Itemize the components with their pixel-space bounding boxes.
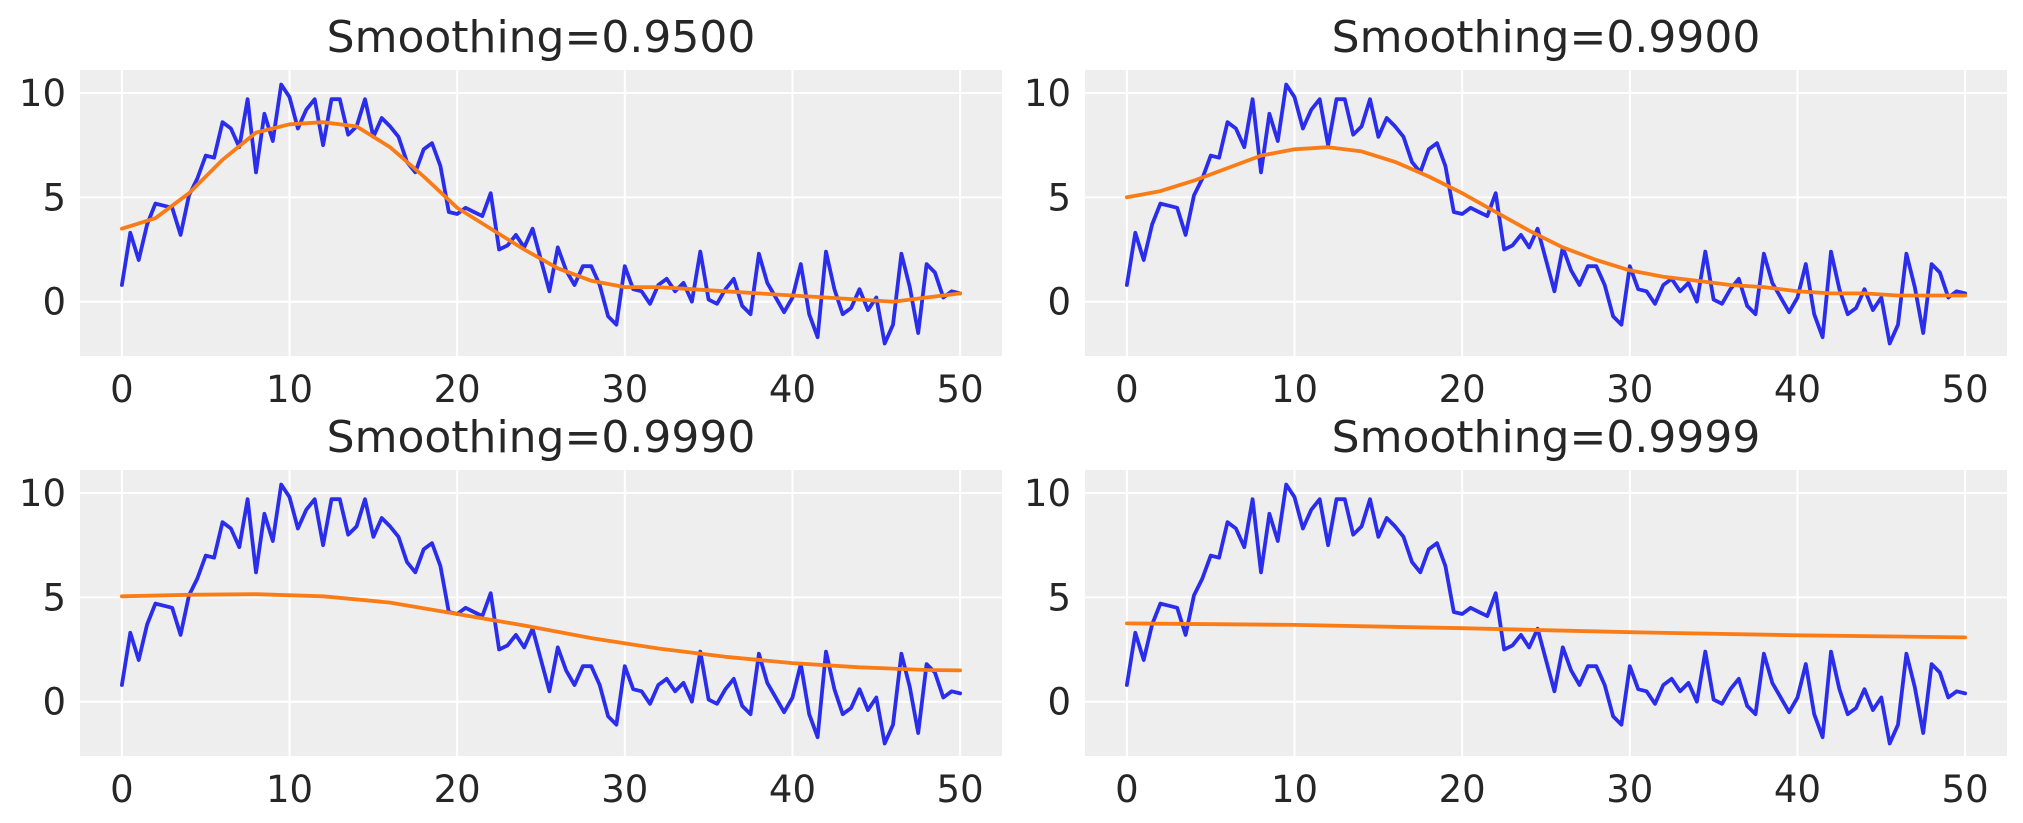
- smoothed-series-line: [1125, 621, 1967, 640]
- x-tick-label: 40: [1774, 368, 1821, 411]
- subplot-3: 0 10 20 30 40 50 0 5 10 Smoothing=0.9990: [19, 412, 1002, 811]
- y-tick-label: 0: [42, 281, 66, 324]
- x-tick-label: 0: [1115, 768, 1139, 811]
- plot-area: [80, 70, 1002, 356]
- x-tick-label: 20: [434, 368, 481, 411]
- raw-series-line: [120, 482, 962, 746]
- y-tick-label: 10: [19, 472, 66, 515]
- y-tick-label: 5: [1047, 576, 1071, 619]
- subplot-title: Smoothing=0.9990: [327, 412, 756, 463]
- x-tick-label: 50: [1942, 768, 1989, 811]
- y-tick-label: 5: [1047, 176, 1071, 219]
- x-tick-label: 30: [1606, 768, 1653, 811]
- x-tick-label: 20: [1439, 768, 1486, 811]
- subplot-title: Smoothing=0.9500: [327, 12, 756, 63]
- x-tick-label: 10: [1271, 368, 1318, 411]
- x-tick-label: 40: [1774, 768, 1821, 811]
- x-tick-label: 40: [769, 768, 816, 811]
- subplot-title: Smoothing=0.9900: [1332, 12, 1761, 63]
- x-tick-label: 50: [937, 368, 984, 411]
- x-tick-label: 30: [601, 768, 648, 811]
- y-tick-label: 10: [1024, 472, 1071, 515]
- raw-series-line: [1125, 482, 1967, 746]
- smoothed-series-line: [1125, 145, 1967, 298]
- x-tick-label: 20: [1439, 368, 1486, 411]
- x-tick-label: 30: [1606, 368, 1653, 411]
- subplot-4: 0 10 20 30 40 50 0 5 10 Smoothing=0.9999: [1024, 412, 2007, 811]
- x-tick-label: 10: [266, 768, 313, 811]
- x-tick-label: 0: [1115, 368, 1139, 411]
- subplot-2: 0 10 20 30 40 50 0 5 10 Smoothing=0.9900: [1024, 12, 2007, 411]
- plot-area: [1085, 470, 2007, 756]
- smoothed-series-line: [120, 120, 962, 304]
- subplot-1: 0 10 20 30 40 50 0 5 10 Smoothing=0.9500: [19, 12, 1002, 411]
- y-tick-label: 0: [1047, 281, 1071, 324]
- x-tick-label: 10: [266, 368, 313, 411]
- plot-area: [1085, 70, 2007, 356]
- x-tick-label: 0: [110, 368, 134, 411]
- subplot-title: Smoothing=0.9999: [1332, 412, 1761, 463]
- x-tick-label: 50: [937, 768, 984, 811]
- y-tick-label: 0: [1047, 681, 1071, 724]
- y-tick-label: 5: [42, 576, 66, 619]
- y-tick-label: 0: [42, 681, 66, 724]
- plot-area: [80, 470, 1002, 756]
- y-tick-label: 5: [42, 176, 66, 219]
- x-tick-label: 40: [769, 368, 816, 411]
- y-tick-label: 10: [1024, 72, 1071, 115]
- raw-series-line: [1125, 82, 1967, 346]
- x-tick-label: 0: [110, 768, 134, 811]
- x-tick-label: 20: [434, 768, 481, 811]
- x-tick-label: 50: [1942, 368, 1989, 411]
- x-tick-label: 10: [1271, 768, 1318, 811]
- x-tick-label: 30: [601, 368, 648, 411]
- y-tick-label: 10: [19, 72, 66, 115]
- smoothed-series-line: [120, 592, 962, 673]
